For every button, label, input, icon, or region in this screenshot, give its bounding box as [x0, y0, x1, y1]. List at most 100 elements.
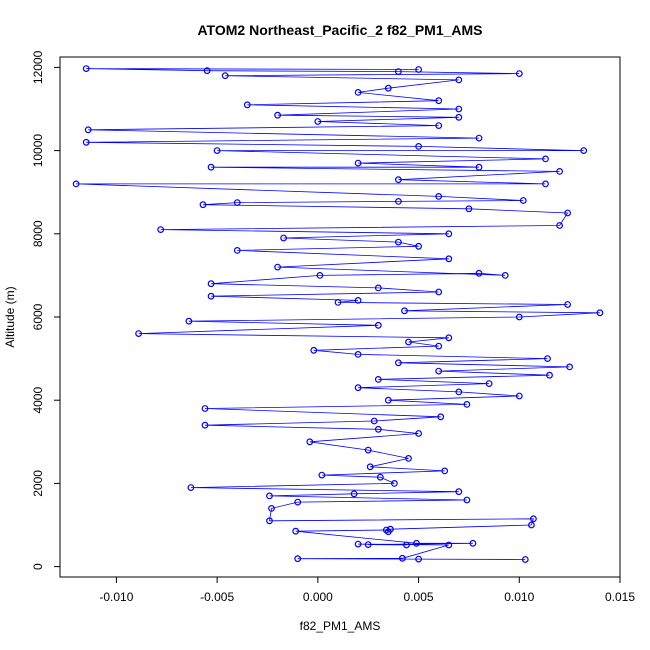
x-tick-label: -0.005: [200, 590, 234, 604]
data-point: [415, 66, 423, 73]
data-point: [72, 180, 80, 188]
data-point: [233, 199, 241, 207]
data-point: [354, 159, 362, 167]
data-point: [445, 230, 453, 238]
data-point: [280, 234, 288, 242]
data-point: [515, 70, 523, 77]
data-point: [441, 467, 449, 475]
data-point: [185, 317, 193, 325]
data-point: [455, 105, 463, 113]
data-point: [84, 126, 92, 134]
data-point: [274, 263, 282, 271]
data-point: [199, 201, 207, 209]
data-point: [268, 505, 275, 512]
data-point: [203, 67, 211, 75]
data-point: [221, 72, 229, 80]
data-point: [376, 473, 384, 481]
x-tick-label: 0.000: [303, 590, 333, 604]
y-axis-label: Altitude (m): [3, 286, 17, 347]
data-point: [445, 334, 453, 342]
data-point: [399, 554, 406, 562]
data-point: [445, 255, 453, 263]
data-point: [157, 226, 165, 234]
data-point: [415, 555, 423, 563]
data-point: [354, 384, 362, 392]
data-point: [374, 284, 382, 292]
data-point: [364, 541, 372, 548]
y-axis: 0 2000 4000 6000 8000 10000 12000: [31, 50, 61, 570]
data-point: [435, 342, 443, 350]
data-point: [475, 134, 483, 142]
data-point: [475, 269, 483, 277]
y-tick-label: 0: [31, 563, 45, 570]
data-point: [546, 371, 553, 379]
data-point: [207, 292, 215, 300]
data-point: [266, 517, 273, 525]
data-point: [463, 401, 471, 408]
y-tick-label: 12000: [31, 50, 45, 84]
data-point: [384, 84, 392, 92]
data-point: [201, 421, 209, 429]
x-tick-label: 0.005: [404, 590, 434, 604]
data-point: [354, 88, 362, 96]
x-axis-label: f82_PM1_AMS: [300, 619, 381, 633]
data-point: [465, 205, 473, 213]
y-tick-label: 8000: [31, 220, 45, 247]
data-point: [405, 455, 412, 462]
data-point: [580, 147, 588, 155]
data-point: [435, 122, 443, 129]
data-point: [544, 355, 551, 363]
data-point: [435, 97, 443, 105]
y-tick-label: 4000: [31, 387, 45, 414]
data-point: [564, 209, 571, 217]
data-point: [374, 321, 382, 329]
data-point: [364, 446, 372, 454]
data-point: [435, 367, 443, 375]
data-point: [564, 301, 571, 308]
data-point: [201, 405, 209, 412]
x-axis: -0.010 -0.005 0.000 0.005 0.010 0.015: [99, 576, 635, 604]
data-point: [395, 176, 402, 184]
data-point: [207, 163, 215, 171]
data-point: [475, 163, 483, 171]
data-point: [350, 490, 358, 498]
chart-title: ATOM2 Northeast_Pacific_2 f82_PM1_AMS: [197, 22, 482, 38]
data-point: [318, 471, 326, 479]
data-point: [415, 242, 423, 250]
data-point: [445, 541, 453, 549]
data-point: [395, 68, 402, 75]
data-point: [370, 417, 378, 425]
data-point: [213, 147, 221, 155]
data-point: [501, 272, 509, 279]
data-point: [274, 111, 282, 119]
data-point: [233, 246, 241, 254]
data-point: [415, 142, 423, 150]
data-point: [521, 556, 529, 563]
data-point: [395, 197, 402, 205]
data-point: [374, 376, 382, 383]
data-point: [435, 288, 443, 296]
data-point: [294, 498, 302, 506]
data-point: [387, 525, 394, 533]
data-point: [82, 138, 90, 146]
data-point: [437, 413, 445, 421]
data-point: [207, 280, 215, 288]
data-point: [405, 338, 412, 346]
data-point: [528, 521, 535, 529]
data-point: [455, 488, 463, 496]
data-point: [463, 496, 471, 504]
y-tick-label: 2000: [31, 470, 45, 497]
data-point: [435, 192, 443, 200]
data-point: [354, 540, 362, 548]
data-point: [556, 222, 563, 229]
data-point: [413, 539, 420, 547]
data-point: [596, 309, 604, 317]
data-point: [542, 180, 549, 188]
data-point: [374, 425, 382, 433]
data-point: [403, 541, 410, 549]
data-point: [292, 527, 300, 535]
data-point: [542, 155, 549, 163]
data-point: [401, 307, 408, 315]
x-tick-label: -0.010: [99, 590, 133, 604]
